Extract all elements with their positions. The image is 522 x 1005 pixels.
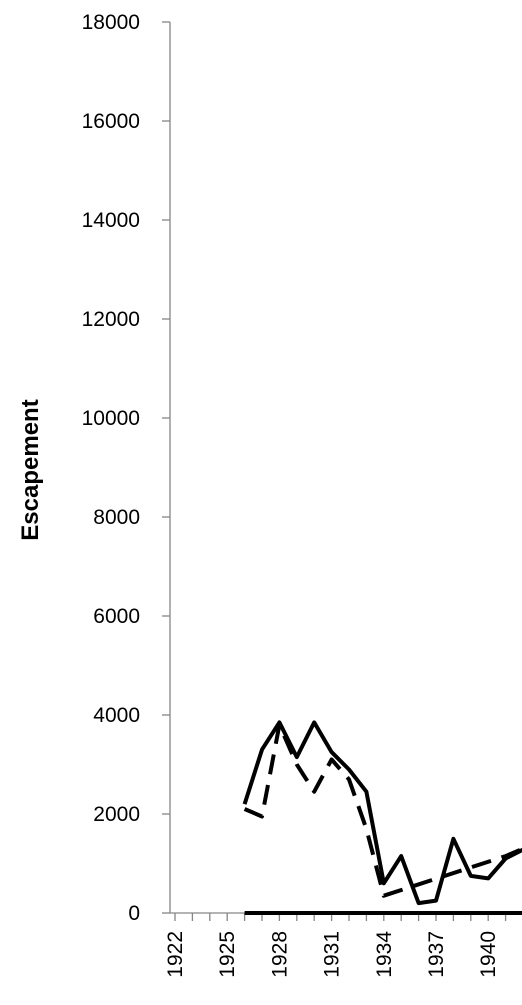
y-axis: 0 2000 4000 6000 8000 10000 12000 14000 16000 180…	[82, 11, 171, 925]
y-axis-title: Escapement	[17, 399, 44, 540]
x-axis: 1922 1925 1928 1931 1934 1937 1940	[164, 912, 522, 978]
y-tick-label: 2000	[93, 803, 140, 826]
x-tick-label: 1934	[373, 931, 396, 978]
x-tick-label: 1940	[477, 931, 500, 978]
series-group	[242, 720, 522, 915]
series-line-1	[242, 720, 522, 906]
y-tick-label: 12000	[82, 308, 140, 331]
y-tick-label: 18000	[82, 11, 140, 34]
y-tick-label: 0	[128, 902, 140, 925]
x-tick-label: 1928	[268, 931, 291, 978]
x-tick-label: 1925	[216, 931, 239, 978]
y-tick-label: 14000	[82, 209, 140, 232]
y-tick-label: 6000	[93, 605, 140, 628]
y-tick-label: 4000	[93, 704, 140, 727]
x-tick-label: 1931	[321, 931, 344, 978]
y-tick-label: 8000	[93, 506, 140, 529]
x-tick-label: 1922	[164, 931, 187, 978]
y-tick-label: 10000	[82, 407, 140, 430]
x-tick-label: 1937	[425, 931, 448, 978]
y-tick-label: 16000	[82, 110, 140, 133]
